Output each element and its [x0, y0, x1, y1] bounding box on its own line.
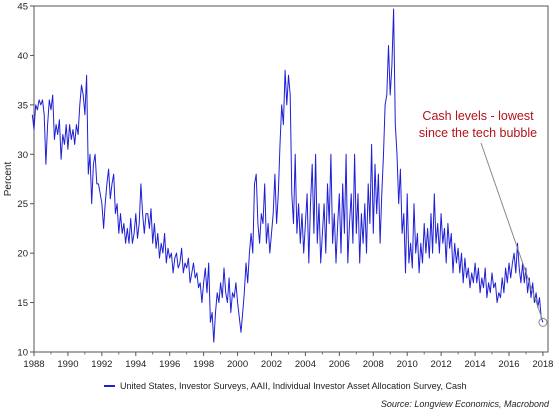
- x-tick-label: 1988: [23, 359, 44, 370]
- x-tick-label: 2006: [329, 359, 350, 370]
- x-tick-label: 2012: [431, 359, 452, 370]
- y-tick-label: 20: [17, 249, 28, 260]
- x-tick-label: 2008: [363, 359, 384, 370]
- x-tick-label: 1998: [193, 359, 214, 370]
- legend: United States, Investor Surveys, AAII, I…: [104, 381, 467, 391]
- x-tick-label: 1992: [91, 359, 112, 370]
- y-tick-label: 30: [17, 150, 28, 161]
- x-tick-label: 2004: [295, 359, 316, 370]
- legend-swatch: [104, 385, 115, 387]
- x-tick-label: 2016: [498, 359, 519, 370]
- y-tick-label: 45: [17, 2, 28, 13]
- annotation-text: Cash levels - lowest: [422, 109, 534, 123]
- axes: [33, 5, 549, 353]
- x-tick-label: 2002: [261, 359, 282, 370]
- annotation-pointer: [480, 142, 543, 319]
- y-tick-label: 10: [17, 348, 28, 359]
- y-axis-title: Percent: [3, 162, 14, 197]
- source-note: Source: Longview Economics, Macrobond: [380, 399, 549, 409]
- annotation: Cash levels - lowest since the tech bubbl…: [419, 109, 548, 327]
- ticks: 10 15 20 25 30 35 40 45 1988 1990 1992 1994 1996 1998…: [17, 2, 553, 371]
- y-tick-label: 25: [17, 199, 28, 210]
- legend-label: United States, Investor Surveys, AAII, I…: [120, 381, 467, 391]
- y-tick-label: 40: [17, 51, 28, 62]
- x-tick-label: 1996: [159, 359, 180, 370]
- annotation-marker: [538, 317, 548, 327]
- x-tick-label: 2010: [397, 359, 418, 370]
- series-layer: [31, 8, 544, 343]
- plot-frame: [33, 5, 549, 353]
- x-tick-label: 1990: [57, 359, 78, 370]
- annotation-text: since the tech bubble: [419, 126, 537, 140]
- y-tick-label: 15: [17, 298, 28, 309]
- x-tick-label: 1994: [125, 359, 146, 370]
- series-line: [31, 8, 544, 343]
- x-tick-label: 2014: [464, 359, 485, 370]
- y-tick-label: 35: [17, 100, 28, 111]
- x-tick-label: 2000: [227, 359, 248, 370]
- x-tick-label: 2018: [532, 359, 553, 370]
